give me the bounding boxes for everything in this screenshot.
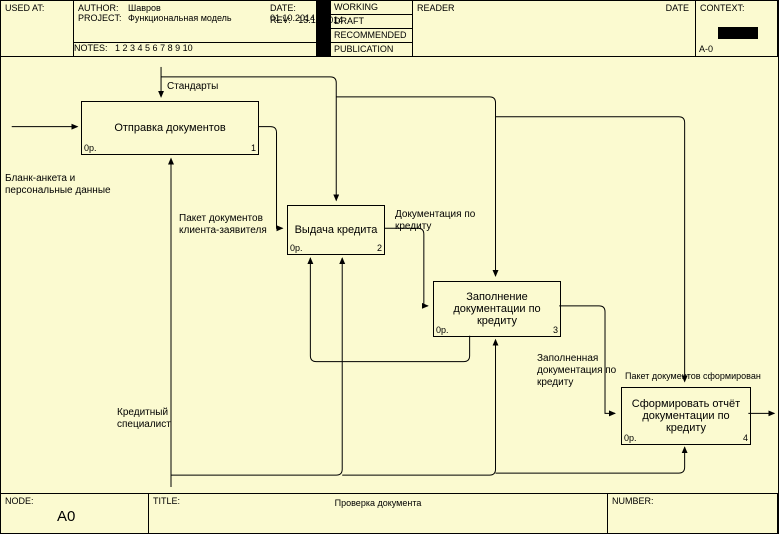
footer: NODE: A0 TITLE: Проверка документа NUMBE… xyxy=(1,493,778,533)
label-standards: Стандарты xyxy=(167,81,218,93)
date-label: DATE: xyxy=(270,3,296,13)
box-2: Выдача кредита 0р. 2 xyxy=(287,205,385,255)
box-2-cl: 0р. xyxy=(290,243,303,253)
idef0-frame: USED AT: AUTHOR: Шавров DATE: 01.10.2014… xyxy=(0,0,779,534)
header-status xyxy=(317,1,331,57)
header-status-list: WORKING DRAFT RECOMMENDED PUBLICATION xyxy=(331,1,413,57)
notes-values: 1 2 3 4 5 6 7 8 9 10 xyxy=(115,43,193,53)
context-label: CONTEXT: xyxy=(700,3,745,13)
header-notes: NOTES: 1 2 3 4 5 6 7 8 9 10 xyxy=(74,43,193,53)
usedat-label: USED AT: xyxy=(5,3,44,13)
box-4-label: Сформировать отчёт документации по креди… xyxy=(624,398,748,434)
box-3-label: Заполнение документации по кредиту xyxy=(436,291,558,327)
node-label: NODE: xyxy=(5,496,34,506)
box-4-cl: 0р. xyxy=(624,433,637,443)
label-specialist: Кредитный специалист xyxy=(117,407,197,431)
box-1-label: Отправка документов xyxy=(114,122,225,134)
footer-number: NUMBER: xyxy=(608,494,778,533)
footer-node: NODE: A0 xyxy=(1,494,149,533)
box-4-cr: 4 xyxy=(743,433,748,443)
box-1-cr: 1 xyxy=(251,143,256,153)
header-usedat: USED AT: xyxy=(1,1,74,57)
header-reader: READER DATE xyxy=(413,1,696,57)
footer-title: TITLE: Проверка документа xyxy=(149,494,608,533)
label-filled-doc: Заполненная документация по кредиту xyxy=(537,353,637,389)
context-icon xyxy=(718,27,758,39)
project-value: Функциональная модель xyxy=(128,13,232,23)
box-1-cl: 0р. xyxy=(84,143,97,153)
status-publication: PUBLICATION xyxy=(331,43,412,57)
box-2-cr: 2 xyxy=(377,243,382,253)
node-value: A0 xyxy=(57,508,75,525)
box-1: Отправка документов 0р. 1 xyxy=(81,101,259,155)
number-label: NUMBER: xyxy=(612,496,654,506)
author-label: AUTHOR: xyxy=(78,3,128,13)
box-3-cl: 0р. xyxy=(436,325,449,335)
reader-date-label: DATE xyxy=(666,3,689,13)
box-4: Сформировать отчёт документации по креди… xyxy=(621,387,751,445)
reader-label: READER xyxy=(417,3,455,13)
rev-value: 15.10.2014 xyxy=(298,15,343,25)
label-pkg-formed: Пакет документов сформирован xyxy=(625,371,761,382)
author-value: Шавров xyxy=(128,3,161,13)
project-label: PROJECT: xyxy=(78,13,128,23)
box-3: Заполнение документации по кредиту 0р. 3 xyxy=(433,281,561,337)
status-working: WORKING xyxy=(331,1,412,15)
status-recommended: RECOMMENDED xyxy=(331,29,412,43)
context-sub: A-0 xyxy=(699,44,713,54)
title-label: TITLE: xyxy=(153,496,180,506)
box-3-cr: 3 xyxy=(553,325,558,335)
rev-label: REV: xyxy=(270,15,291,25)
label-input1: Бланк-анкета и персональные данные xyxy=(5,173,115,197)
box-2-label: Выдача кредита xyxy=(295,224,378,236)
notes-label: NOTES: xyxy=(74,43,108,53)
diagram-canvas: Отправка документов 0р. 1 Выдача кредита… xyxy=(1,57,778,493)
title-value: Проверка документа xyxy=(335,498,422,508)
label-pkg-client: Пакет документов клиента-заявителя xyxy=(179,213,289,237)
label-doc-credit: Документация по кредиту xyxy=(395,209,495,233)
